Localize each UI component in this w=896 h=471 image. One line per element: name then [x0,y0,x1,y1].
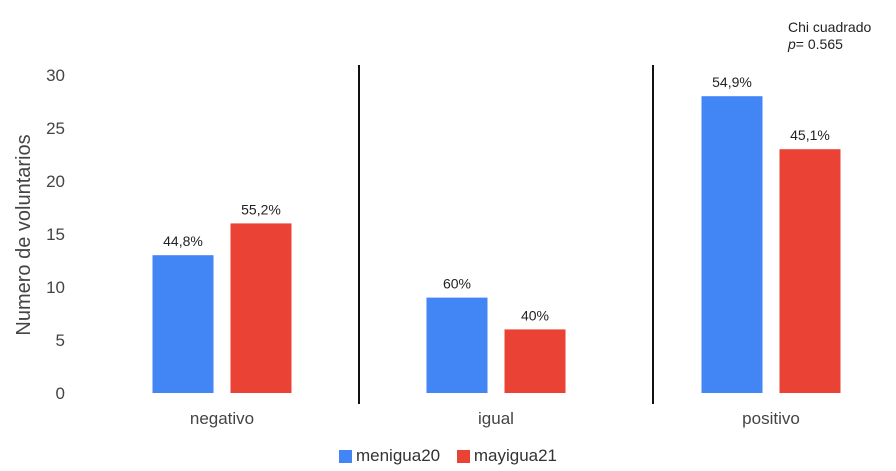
legend-swatch-mayigua21 [456,449,470,463]
legend-label-mayigua21: mayigua21 [473,446,558,465]
data-label-menigua20-negativo: 44,8% [163,233,203,249]
y-tick-label: 10 [46,278,65,297]
data-label-mayigua21-negativo: 55,2% [241,201,281,217]
bar-menigua20-positivo [701,96,763,393]
y-axis-ticks: 0 5 10 15 20 25 30 [46,66,65,403]
y-tick-label: 0 [56,384,65,403]
legend-item-menigua20: menigua20 [338,446,441,466]
y-tick-label: 15 [46,225,65,244]
legend-label-menigua20: menigua20 [355,446,441,465]
chi-square-annotation: Chi cuadrado p= 0.565 [788,19,871,53]
p-value-text: = 0.565 [795,36,843,52]
bar-menigua20-igual [426,297,488,393]
legend: menigua20 mayigua21 [0,446,896,468]
data-labels: 44,8% 55,2% 60% 40% 54,9% 45,1% [163,74,830,323]
data-label-menigua20-igual: 60% [443,276,471,292]
bar-mayigua21-positivo [779,149,841,393]
data-label-menigua20-positivo: 54,9% [712,74,752,90]
annotation-p-value: p= 0.565 [788,36,871,53]
bar-menigua20-negativo [152,255,214,393]
bar-mayigua21-igual [504,329,566,393]
bar-mayigua21-negativo [230,223,292,393]
y-tick-label: 5 [56,331,65,350]
group-separators [358,65,654,404]
y-tick-label: 25 [46,119,65,138]
data-label-mayigua21-igual: 40% [521,307,549,323]
legend-swatch-menigua20 [338,449,352,463]
y-tick-label: 20 [46,172,65,191]
legend-item-mayigua21: mayigua21 [456,446,558,466]
y-tick-label: 30 [46,66,65,85]
y-axis-label: Numero de voluntarios [13,134,35,335]
annotation-title: Chi cuadrado [788,19,872,35]
p-symbol: p [788,36,796,52]
data-label-mayigua21-positivo: 45,1% [790,127,830,143]
bars [152,96,841,393]
x-tick-label-igual: igual [478,409,514,428]
x-axis-ticks: negativo igual positivo [190,409,800,428]
x-tick-label-negativo: negativo [190,409,254,428]
x-tick-label-positivo: positivo [742,409,800,428]
